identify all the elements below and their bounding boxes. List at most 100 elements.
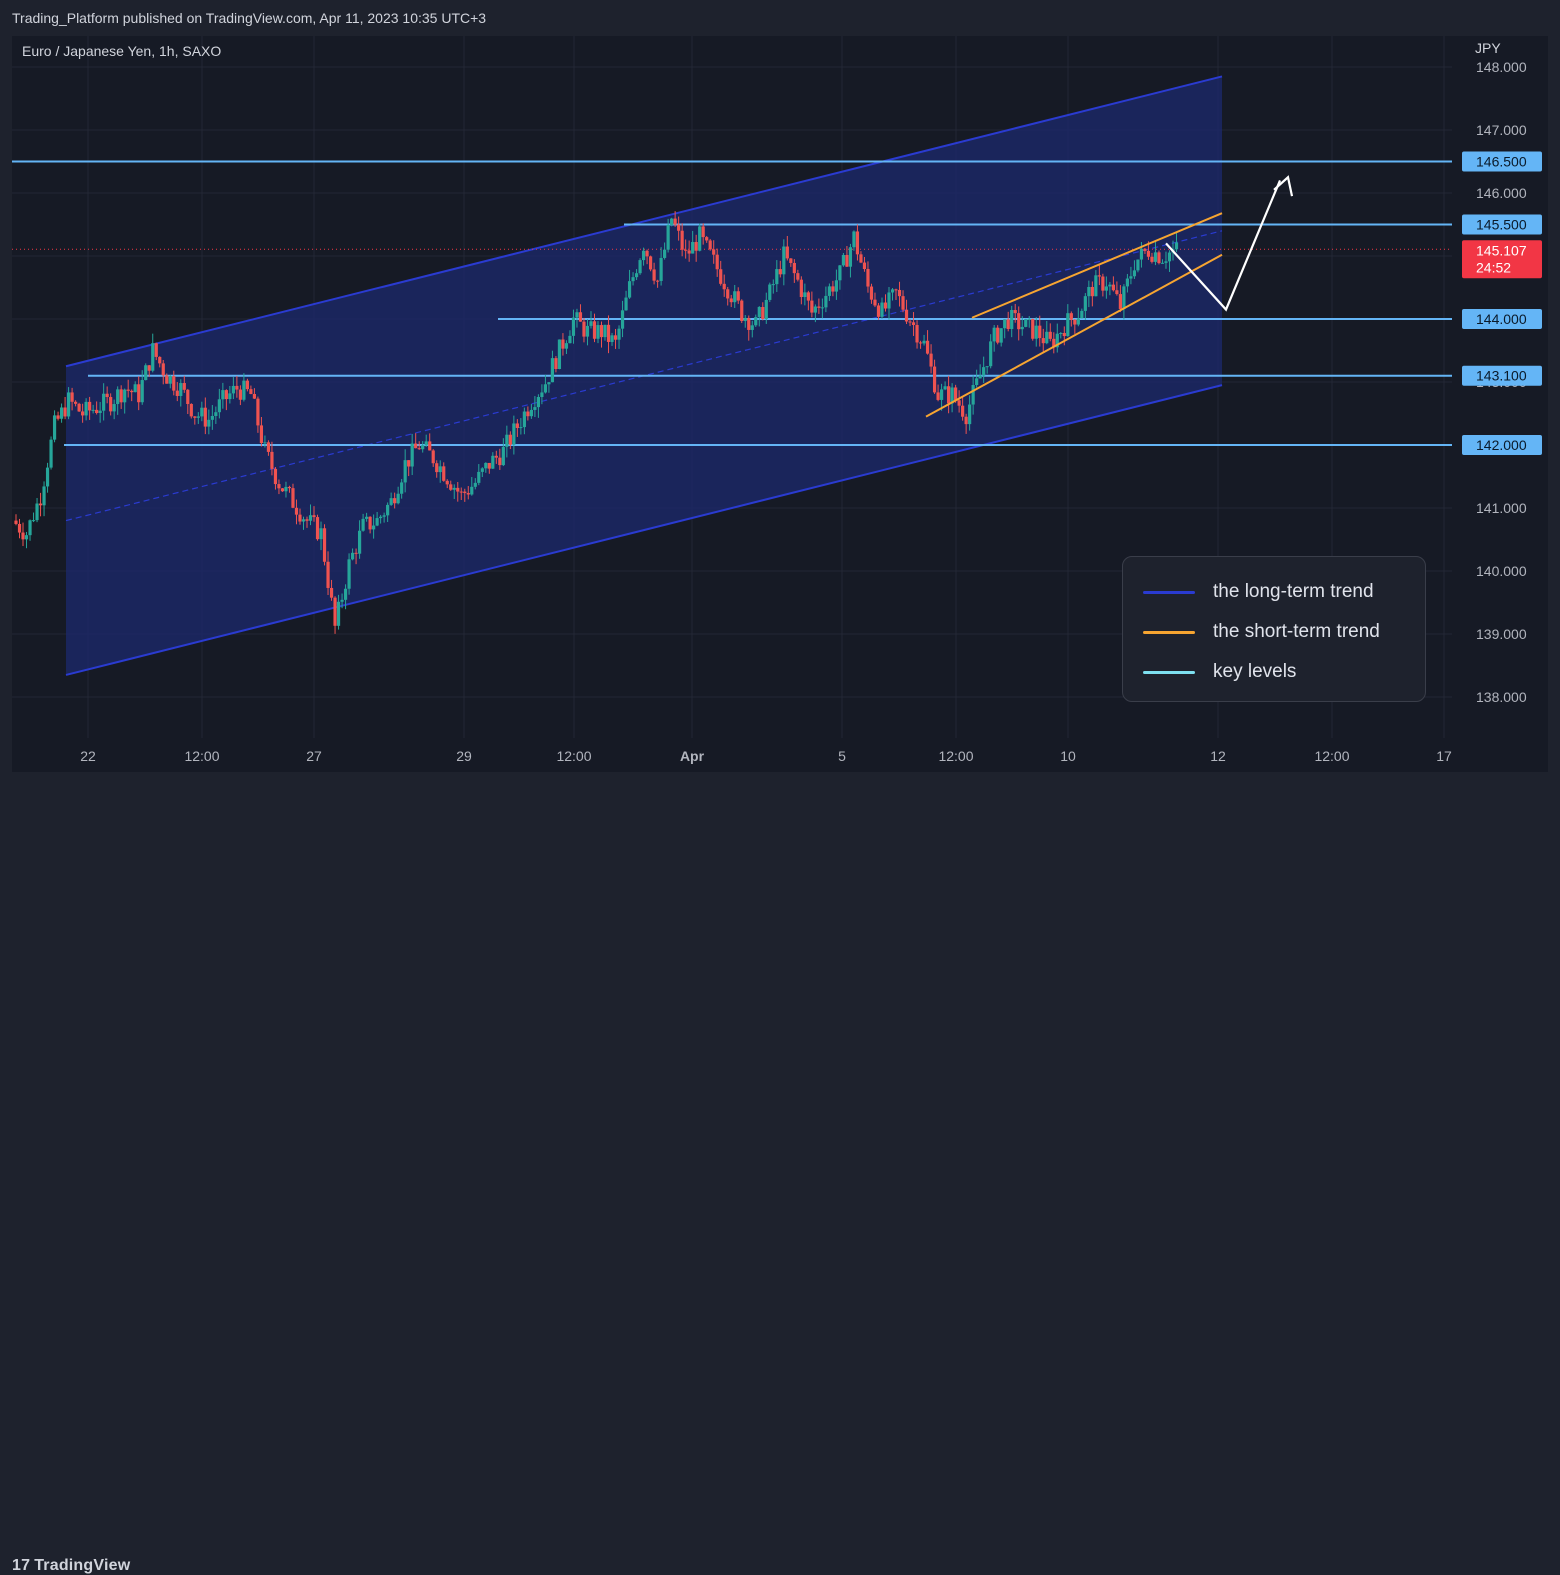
candle-body	[831, 286, 835, 292]
candle-body	[396, 493, 400, 504]
time-axis	[12, 738, 1452, 772]
candle-body	[925, 340, 930, 354]
candle-body	[270, 451, 274, 469]
candle-body	[613, 335, 618, 340]
candle-body	[694, 242, 698, 251]
candle-body	[785, 246, 789, 259]
x-tick-label: 5	[838, 748, 846, 764]
candle-body	[491, 455, 495, 469]
x-tick-label: 10	[1060, 748, 1076, 764]
candle-body	[1125, 278, 1130, 287]
candle-body	[424, 441, 428, 446]
candle-body	[648, 256, 653, 270]
candle-body	[845, 254, 849, 267]
candle-body	[529, 409, 533, 417]
candle-body	[911, 322, 916, 326]
candle-body	[715, 254, 719, 270]
candle-body	[77, 403, 81, 412]
candle-body	[442, 466, 446, 481]
candle-body	[452, 487, 456, 490]
candle-body	[996, 327, 1000, 343]
legend-label-long-trend: the long-term trend	[1213, 581, 1374, 602]
candle-body	[287, 486, 292, 489]
candle-body	[393, 498, 397, 504]
candle-body	[470, 486, 474, 495]
candle-body	[172, 376, 176, 391]
candle-body	[550, 358, 555, 383]
key-level-label: 146.500	[1476, 154, 1527, 170]
candle-body	[947, 386, 951, 404]
candle-body	[31, 520, 36, 522]
candle-body	[810, 300, 814, 313]
candle-body	[116, 389, 120, 405]
candle-body	[971, 385, 975, 405]
y-tick-label: 138.000	[1476, 689, 1527, 705]
candle-body	[719, 269, 723, 284]
candle-body	[961, 405, 965, 417]
candle-body	[1115, 290, 1119, 295]
candle-body	[375, 518, 379, 526]
candle-body	[1031, 318, 1035, 339]
candle-body	[49, 439, 53, 468]
x-tick-label: 12:00	[556, 748, 591, 764]
candle-body	[105, 393, 109, 398]
candle-body	[866, 269, 870, 287]
candle-body	[659, 257, 663, 281]
candle-body	[652, 269, 656, 281]
candle-body	[130, 390, 134, 393]
y-tick-label: 140.000	[1476, 563, 1527, 579]
candle-body	[712, 249, 716, 255]
candle-body	[782, 246, 786, 275]
candle-body	[691, 242, 695, 254]
candle-body	[347, 559, 351, 589]
candle-body	[890, 289, 895, 293]
candle-body	[876, 305, 881, 317]
candle-body	[1069, 313, 1073, 320]
candle-body	[547, 382, 551, 385]
candle-body	[63, 407, 67, 417]
candle-body	[421, 445, 425, 450]
candle-body	[1104, 286, 1108, 291]
candle-body	[193, 416, 197, 418]
x-tick-label: 12:00	[938, 748, 973, 764]
candle-body	[1160, 262, 1165, 264]
candle-body	[726, 289, 730, 299]
candle-body	[736, 291, 740, 301]
key-level-badge	[1462, 365, 1542, 386]
candle-body	[235, 385, 239, 390]
candle-body	[1122, 286, 1126, 309]
short-term-lower-line	[925, 253, 1223, 418]
x-tick-label: 12	[1210, 748, 1226, 764]
candle-body	[1003, 319, 1007, 329]
candle-body	[1094, 275, 1098, 297]
current-price-label: 145.107	[1476, 242, 1527, 258]
candle-body	[778, 269, 782, 275]
candle-body	[705, 237, 709, 241]
y-tick-label: 147.000	[1476, 122, 1527, 138]
candle-body	[904, 309, 909, 322]
candle-body	[95, 409, 99, 414]
candle-body	[140, 380, 144, 403]
candle-body	[883, 302, 888, 309]
candle-body	[207, 419, 211, 427]
tradingview-logo[interactable]: 17 TradingView	[12, 1557, 130, 1575]
candle-body	[1157, 252, 1161, 264]
candle-body	[298, 514, 302, 522]
candle-body	[256, 398, 260, 426]
candle-body	[217, 399, 221, 413]
legend-item-long-trend: the long-term trend	[1143, 580, 1374, 604]
candle-body	[14, 520, 18, 524]
candle-body	[855, 231, 860, 255]
candle-body	[59, 407, 64, 419]
candle-body	[319, 528, 323, 540]
candle-body	[435, 463, 439, 473]
candle-body	[606, 324, 611, 342]
candle-body	[512, 423, 516, 445]
candle-body	[175, 390, 179, 396]
candle-body	[817, 306, 821, 308]
candle-body	[1066, 313, 1070, 337]
candle-body	[456, 487, 460, 492]
short-term-upper-line	[971, 212, 1223, 319]
legend-item-short-trend: the short-term trend	[1143, 620, 1380, 644]
candle-body	[228, 393, 232, 400]
